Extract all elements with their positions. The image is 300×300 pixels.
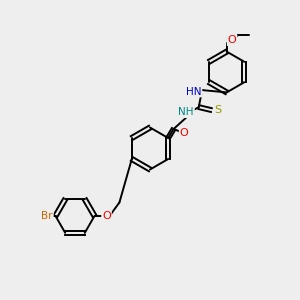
Text: S: S [214, 105, 221, 115]
Text: NH: NH [178, 107, 194, 117]
Text: O: O [228, 35, 236, 45]
Text: O: O [102, 211, 111, 221]
Text: Br: Br [41, 211, 53, 221]
Text: O: O [180, 128, 188, 138]
Text: HN: HN [186, 86, 201, 97]
